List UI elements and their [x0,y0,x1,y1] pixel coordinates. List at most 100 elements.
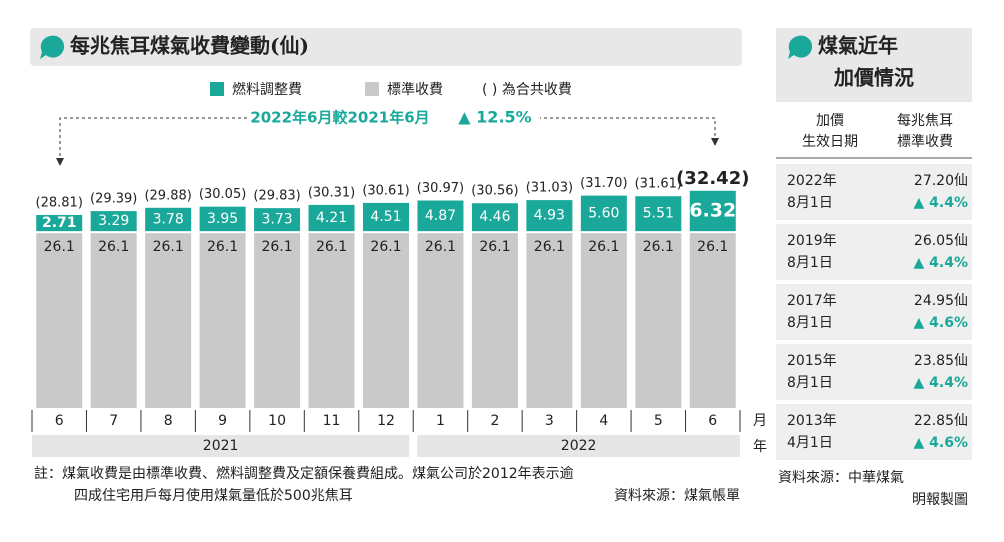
side-title: 煤氣近年 [818,34,898,58]
total-label: (31.70) [580,176,627,191]
annotation-bg [250,108,540,128]
x-tick-label: 5 [654,413,663,429]
fuel-label: 4.51 [370,209,401,225]
x-tick-label: 7 [109,413,118,429]
side-date: 2015年 [787,353,837,369]
standard-label: 26.1 [534,239,565,255]
side-row [776,164,972,220]
fuel-label: 2.71 [42,215,77,231]
chart-title: 每兆焦耳煤氣收費變動(仙) [70,34,309,58]
source: 資料來源：煤氣帳單 [614,488,740,504]
bar-fuel [580,195,627,232]
standard-label: 26.1 [44,239,75,255]
total-label: (29.88) [144,188,191,203]
side-change: ▲ 4.4% [914,375,968,391]
bar-standard [145,233,192,408]
bar-standard [471,233,518,408]
year-band [417,435,740,457]
x-unit: 月 [753,413,767,429]
note: 四成住宅用戶每月使用煤氣量低於500兆焦耳 [74,487,353,504]
bar-standard [199,233,246,408]
side-change: ▲ 4.6% [914,435,968,451]
side-change: ▲ 4.4% [914,255,968,271]
bar-standard [36,233,83,408]
standard-label: 26.1 [370,239,401,255]
side-date: 2013年 [787,413,837,429]
standard-label: 26.1 [261,239,292,255]
bar-fuel [145,207,192,232]
side-credit: 明報製圖 [912,492,968,508]
legend-label: 標準收費 [387,82,443,98]
bar-fuel [254,208,301,232]
bar-fuel [90,211,137,232]
total-label: (29.83) [253,189,300,204]
side-price: 22.85仙 [914,413,968,429]
legend-note: ( ) 為合共收費 [482,82,572,98]
annotation-change: ▲ 12.5% [458,108,531,127]
standard-label: 26.1 [316,239,347,255]
x-tick-label: 12 [377,413,395,429]
x-tick-label: 9 [218,413,227,429]
standard-label: 26.1 [643,239,674,255]
x-tick-label: 2 [490,413,499,429]
arrow-heads [56,138,719,166]
x-tick-label: 1 [436,413,445,429]
total-label: (30.61) [362,183,409,198]
x-tick-label: 10 [268,413,286,429]
year-label: 2022 [561,438,597,454]
standard-label: 26.1 [479,239,510,255]
bar-fuel [36,214,83,232]
side-date: 2022年 [787,173,837,189]
legend-label: 燃料調整費 [232,81,302,98]
side-date: 8月1日 [787,315,833,331]
fuel-label: 4.87 [425,208,456,224]
side-row [776,224,972,280]
bar-fuel [308,204,355,232]
side-price: 26.05仙 [914,233,968,249]
bar-standard [580,233,627,408]
x-tick-label: 3 [545,413,554,429]
side-icon [788,35,813,59]
side-header: 生效日期 [802,134,858,150]
bar-standard [363,233,409,408]
fuel-label: 3.29 [98,213,129,229]
bar-standard [635,233,682,408]
side-price: 27.20仙 [914,173,968,189]
side-date: 8月1日 [787,375,833,391]
side-price: 23.85仙 [914,353,968,369]
bar-fuel [635,196,682,232]
total-label: (31.61) [635,177,682,192]
year-band [32,435,410,457]
standard-label: 26.1 [153,239,184,255]
year-unit: 年 [753,439,767,455]
x-tick-label: 6 [708,413,717,429]
annotation: 2022年6月較2021年6月 [250,109,429,127]
total-label: (30.97) [417,181,464,196]
fuel-label: 6.32 [689,199,736,221]
total-label: (30.31) [308,185,355,200]
side-header: 每兆焦耳 [897,113,953,129]
total-label: (31.03) [526,181,573,196]
bar-fuel [471,203,518,232]
x-tick-label: 8 [164,413,173,429]
side-date: 2019年 [787,233,837,249]
legend-swatch [365,82,379,96]
fuel-label: 3.95 [207,211,238,227]
side-date: 8月1日 [787,195,833,211]
side-date: 2017年 [787,293,837,309]
side-header: 加價 [816,112,844,129]
legend-swatch [210,82,224,96]
side-source: 資料來源：中華煤氣 [778,470,904,486]
standard-label: 26.1 [697,239,728,255]
side-change: ▲ 4.6% [914,315,968,331]
fuel-label: 3.73 [261,212,292,228]
title-bar [30,28,742,66]
year-label: 2021 [203,438,239,454]
total-label: (28.81) [36,195,83,210]
note: 註：煤氣收費是由標準收費、燃料調整費及定額保養費組成。煤氣公司於2012年表示逾 [34,465,574,482]
standard-label: 26.1 [207,239,238,255]
compare-line [59,117,716,162]
bar-standard [90,233,137,408]
x-tick-label: 11 [323,413,341,429]
